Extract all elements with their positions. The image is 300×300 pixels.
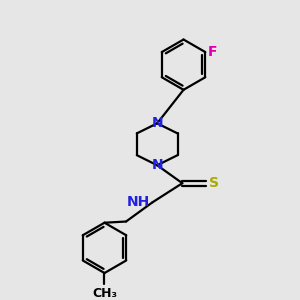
Text: F: F <box>208 45 218 58</box>
Text: N: N <box>152 158 163 172</box>
Text: N: N <box>152 116 163 130</box>
Text: CH₃: CH₃ <box>92 287 117 300</box>
Text: S: S <box>209 176 219 190</box>
Text: NH: NH <box>126 195 149 209</box>
